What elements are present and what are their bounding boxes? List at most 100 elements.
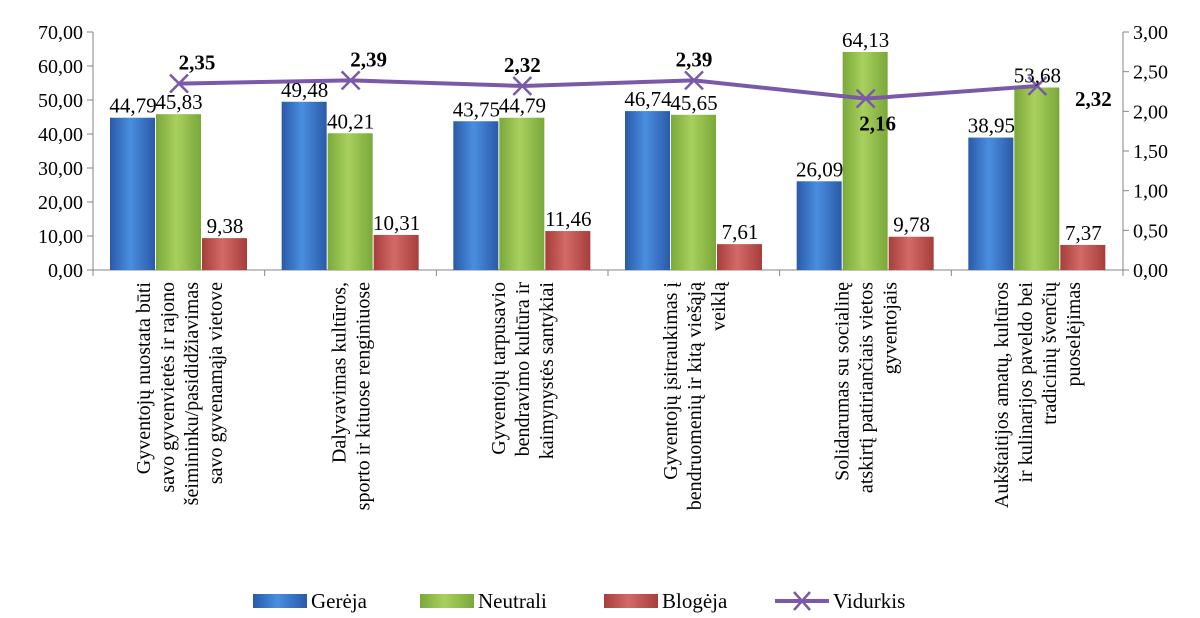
legend-label-1: Neutrali [478, 589, 547, 613]
bar-label: 45,83 [155, 90, 202, 114]
average-marker [169, 73, 189, 94]
y2-tick-label: 1,50 [1133, 141, 1168, 163]
y2-tick-label: 3,00 [1133, 22, 1168, 44]
bar-label: 9,78 [893, 213, 930, 237]
bar-gerėja-0 [110, 117, 155, 271]
category-label-line: veiklą [708, 281, 730, 331]
average-marker [340, 70, 361, 91]
category-label-line: Gyventojų įsitraukimas į [660, 282, 682, 480]
bar-neutrali-2 [499, 117, 545, 271]
bar-neutrali-1 [327, 133, 373, 270]
category-label-line: kaimynystės santykiai [536, 282, 558, 460]
bar-gerėja-2 [453, 121, 499, 270]
marker-stroke [340, 70, 361, 91]
category-label-2: Gyventojų tarpusavio bendravimo kultūra i… [488, 282, 558, 460]
bars [110, 51, 1106, 271]
bar-label: 7,61 [722, 220, 759, 244]
category-label-line: tradicinių švenčių [1039, 281, 1061, 425]
y2-tick-label: 2,50 [1133, 62, 1168, 84]
y-tick-label: 50,00 [38, 90, 83, 112]
bar-label: 45,65 [670, 91, 717, 115]
category-label-line: atskirtį patiriančiais vietos [856, 282, 878, 493]
bar-label: 7,37 [1065, 221, 1102, 245]
bar-neutrali-4 [842, 51, 888, 270]
marker-stroke [855, 88, 876, 109]
bar-label: 44,79 [499, 94, 546, 118]
y-tick-label: 70,00 [38, 22, 83, 44]
bar-label: 9,38 [207, 214, 244, 238]
bar-label: 49,48 [281, 78, 328, 102]
bar-blogėja-1 [373, 234, 419, 270]
axes: 0,00 10,00 20,00 30,00 40,00 50,00 60,00 70,00 0… [38, 22, 1168, 282]
average-marker [855, 88, 876, 109]
bar-blogėja-3 [717, 244, 762, 270]
y-tick-label: 10,00 [38, 226, 83, 248]
legend-swatch-2 [604, 594, 658, 608]
bar-label: 46,74 [624, 87, 672, 111]
bar-neutrali-0 [156, 114, 201, 270]
average-line [169, 70, 1048, 109]
bar-label: 10,31 [373, 211, 420, 235]
marker-stroke [1027, 76, 1048, 96]
y2-tick-label: 0,00 [1133, 260, 1168, 282]
legend: Gerėja Neutrali Blogėja Vidurkis [253, 589, 905, 613]
category-label-line: Dalyvavimas kultūros, [329, 282, 351, 463]
y-tick-label: 20,00 [38, 192, 83, 214]
data-labels: 44,79 49,48 43,75 46,74 26,09 38,95 45,83 40,21… [109, 28, 1111, 245]
legend-swatch-1 [420, 594, 474, 608]
marker-stroke [684, 70, 704, 91]
category-label-1: Dalyvavimas kultūros, sporto ir kituose r… [329, 282, 375, 510]
category-label-line: gyventojais [880, 282, 902, 374]
bar-label: 43,75 [453, 97, 500, 121]
marker-stroke [169, 73, 189, 94]
category-label-line: savo gyvenvietės ir rajono [157, 282, 179, 493]
marker-stroke [512, 76, 533, 96]
bar-label: 64,13 [842, 28, 889, 52]
average-label: 2,32 [504, 53, 541, 77]
bar-label: 11,46 [545, 207, 591, 231]
average-label: 2,16 [859, 112, 896, 136]
y2-tick-label: 2,00 [1133, 101, 1168, 123]
average-marker [684, 70, 704, 91]
legend-label-0: Gerėja [311, 589, 368, 613]
bar-neutrali-3 [671, 114, 716, 270]
bar-gerėja-5 [968, 137, 1014, 270]
category-labels: Gyventojų nuostata būti savo gyvenvietės … [133, 281, 1085, 510]
category-label-line: bendravimo kultūra ir [512, 282, 534, 457]
average-label: 2,35 [179, 51, 216, 75]
category-label-line: Gyventojų nuostata būti [133, 282, 155, 475]
y-tick-label: 40,00 [38, 124, 83, 146]
bar-label: 53,68 [1014, 63, 1061, 87]
average-marker [512, 76, 533, 96]
bar-blogėja-5 [1060, 244, 1106, 270]
category-label-line: šeimininku/pasididžiavimas [181, 282, 203, 506]
bar-label: 40,21 [327, 109, 374, 133]
category-label-line: Solidarumas su socialinę [832, 282, 854, 481]
legend-swatch-0 [253, 594, 307, 608]
y2-tick-label: 0,50 [1133, 220, 1168, 242]
average-label: 2,39 [676, 47, 713, 71]
y-tick-label: 0,00 [48, 260, 83, 282]
bar-blogėja-4 [888, 236, 934, 270]
y-tick-label: 30,00 [38, 158, 83, 180]
bar-label: 44,79 [109, 94, 156, 118]
bar-gerėja-4 [796, 181, 842, 270]
y-tick-label: 60,00 [38, 56, 83, 78]
category-label-0: Gyventojų nuostata būti savo gyvenvietės … [133, 282, 227, 506]
category-label-line: ir kulinarijos paveldo bei [1015, 282, 1037, 483]
average-marker [1027, 76, 1048, 96]
legend-label-3: Vidurkis [833, 589, 905, 613]
category-label-line: Aukštaitijos amatų, kultūros [991, 282, 1013, 508]
bar-gerėja-1 [281, 101, 327, 270]
average-label: 2,32 [1075, 87, 1112, 111]
category-label-5: Aukštaitijos amatų, kultūros ir kulinarij… [991, 281, 1085, 508]
bar-neutrali-5 [1014, 87, 1060, 270]
category-label-line: Gyventojų tarpusavio [488, 282, 510, 455]
category-label-line: puoselėjimas [1063, 282, 1085, 387]
legend-marker-stroke [793, 591, 811, 611]
bar-blogėja-2 [545, 231, 591, 270]
bar-blogėja-0 [202, 238, 247, 270]
legend-label-2: Blogėja [662, 589, 728, 613]
category-label-line: bendruomenių ir kitą viešąją [684, 281, 706, 510]
